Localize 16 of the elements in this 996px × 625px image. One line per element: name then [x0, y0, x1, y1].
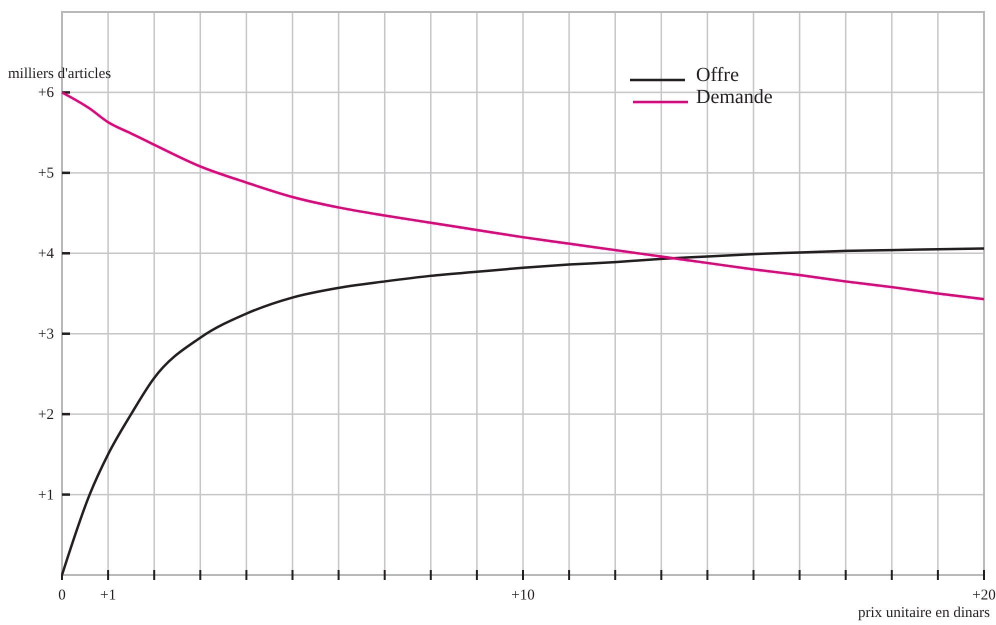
x-tick-label: +10	[511, 588, 535, 604]
y-tick-label: +5	[38, 166, 54, 182]
legend-label: Demande	[696, 86, 773, 108]
y-tick-label: +3	[38, 326, 54, 343]
y-tick-label: +2	[38, 406, 54, 423]
x-axis-title: prix unitaire en dinars	[858, 605, 990, 621]
x-tick-label: +1	[100, 588, 116, 604]
y-tick-label: +4	[38, 246, 54, 262]
legend-label: Offre	[696, 64, 740, 86]
line-series	[60, 247, 986, 576]
y-axis-title: milliers d'articles	[8, 66, 112, 82]
y-tick-label: +1	[38, 487, 54, 504]
line-series	[60, 91, 986, 300]
y-tick-label: +6	[38, 85, 54, 102]
x-tick-label: +20	[972, 588, 996, 604]
x-tick-label: 0	[58, 588, 66, 604]
